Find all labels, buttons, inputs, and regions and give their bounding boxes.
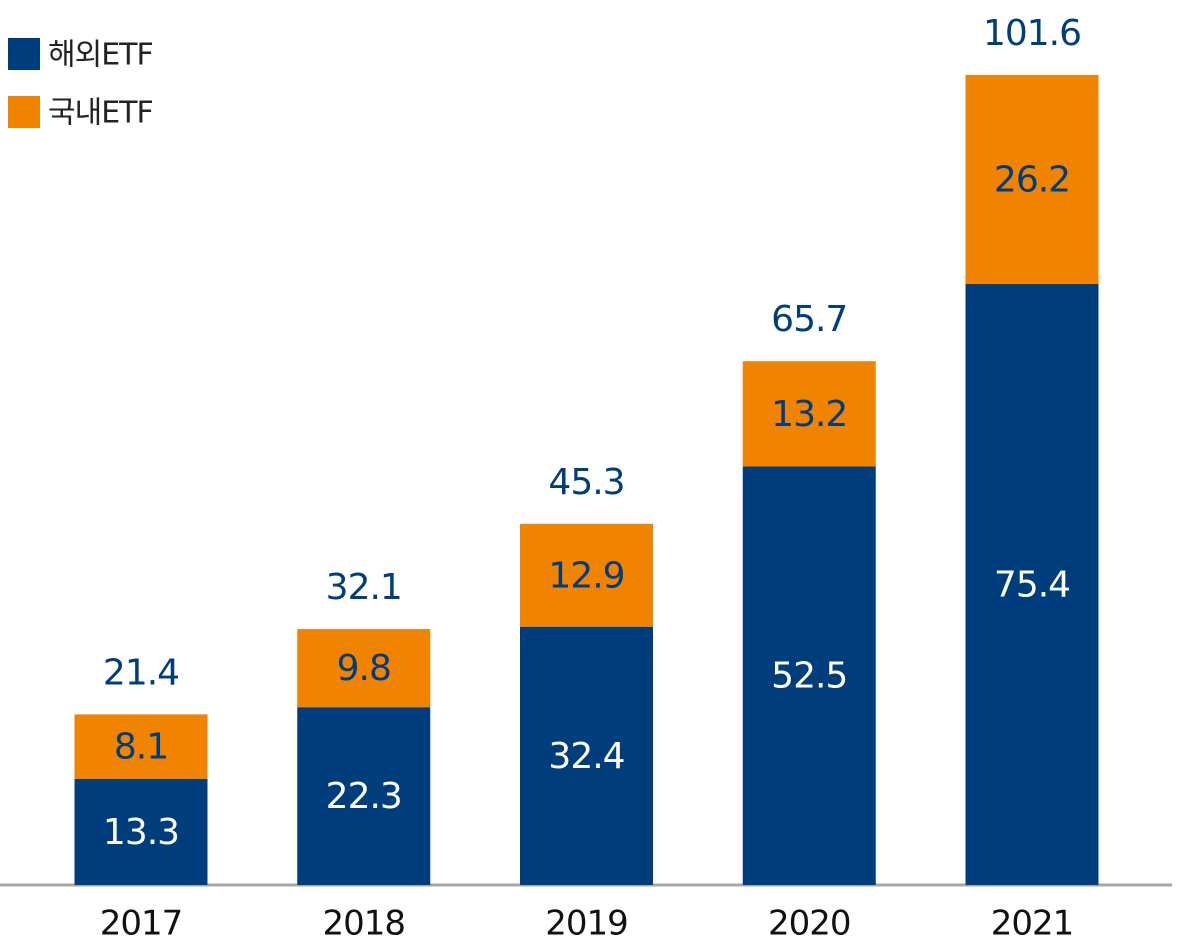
bar-segment (297, 629, 431, 708)
value-label: 13.3 (103, 812, 179, 853)
value-label: 8.1 (114, 727, 168, 768)
total-label: 101.6 (983, 13, 1081, 54)
bar-segment (520, 626, 653, 885)
bar-segment (74, 778, 208, 885)
value-label: 13.2 (771, 394, 847, 435)
x-tick-label: 2018 (322, 904, 405, 944)
value-label: 52.5 (771, 656, 847, 697)
bar-segment (742, 361, 876, 467)
value-label: 26.2 (994, 159, 1070, 200)
value-label: 12.9 (548, 555, 624, 596)
bar-segment (965, 283, 1099, 886)
x-tick-label: 2020 (768, 904, 851, 944)
x-tick-label: 2019 (545, 904, 628, 944)
legend-swatch (8, 96, 40, 128)
total-label: 45.3 (548, 462, 624, 503)
bar-segment (742, 466, 876, 885)
total-label: 32.1 (326, 567, 402, 608)
value-label: 75.4 (994, 564, 1070, 605)
total-label: 21.4 (103, 652, 179, 693)
legend-label: 해외ETF (48, 38, 153, 73)
bar-segment (520, 523, 653, 627)
legend-label: 국내ETF (48, 96, 153, 131)
bar-segment (965, 75, 1099, 284)
x-tick-label: 2017 (100, 904, 183, 944)
bar-segment (297, 707, 431, 885)
legend-swatch (8, 38, 40, 70)
total-label: 65.7 (771, 299, 847, 340)
bar-segment (74, 714, 208, 779)
x-tick-label: 2021 (991, 904, 1074, 944)
value-label: 32.4 (548, 736, 624, 777)
value-label: 22.3 (326, 776, 402, 817)
value-label: 9.8 (337, 648, 391, 689)
